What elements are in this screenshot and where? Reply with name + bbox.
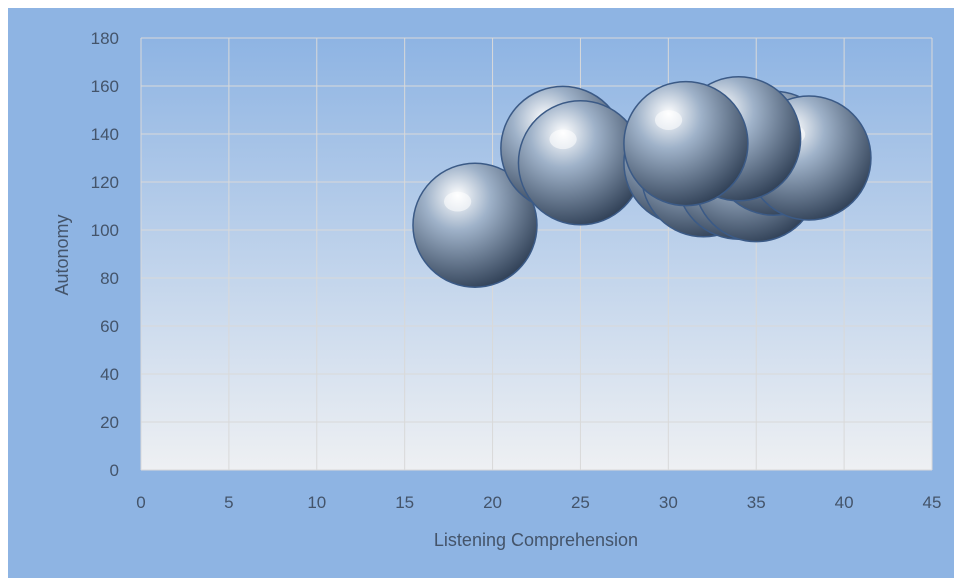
bubble-series bbox=[412, 76, 872, 288]
y-tick-label: 20 bbox=[100, 413, 119, 432]
y-tick-label: 40 bbox=[100, 365, 119, 384]
x-tick-label: 35 bbox=[747, 493, 766, 512]
x-tick-label: 40 bbox=[835, 493, 854, 512]
x-tick-label: 0 bbox=[136, 493, 145, 512]
y-tick-label: 0 bbox=[110, 461, 119, 480]
y-tick-label: 120 bbox=[91, 173, 119, 192]
x-tick-label: 10 bbox=[307, 493, 326, 512]
x-tick-label: 45 bbox=[923, 493, 942, 512]
x-axis-title: Listening Comprehension bbox=[434, 530, 638, 550]
bubble-point bbox=[517, 100, 644, 226]
y-tick-label: 60 bbox=[100, 317, 119, 336]
tick-labels: 0 5 10 15 20 25 30 35 40 45 0 20 40 60 80 100 120 140 160 1… bbox=[91, 29, 942, 512]
x-tick-label: 25 bbox=[571, 493, 590, 512]
y-tick-label: 140 bbox=[91, 125, 119, 144]
y-tick-label: 80 bbox=[100, 269, 119, 288]
bubble-point bbox=[623, 80, 749, 207]
y-axis-title: Autonomy bbox=[52, 214, 72, 295]
x-tick-label: 20 bbox=[483, 493, 502, 512]
x-tick-label: 30 bbox=[659, 493, 678, 512]
x-tick-label: 5 bbox=[224, 493, 233, 512]
bubble-point bbox=[412, 162, 538, 288]
x-tick-label: 15 bbox=[395, 493, 414, 512]
y-tick-label: 180 bbox=[91, 29, 119, 48]
y-tick-label: 160 bbox=[91, 77, 119, 96]
y-tick-label: 100 bbox=[91, 221, 119, 240]
